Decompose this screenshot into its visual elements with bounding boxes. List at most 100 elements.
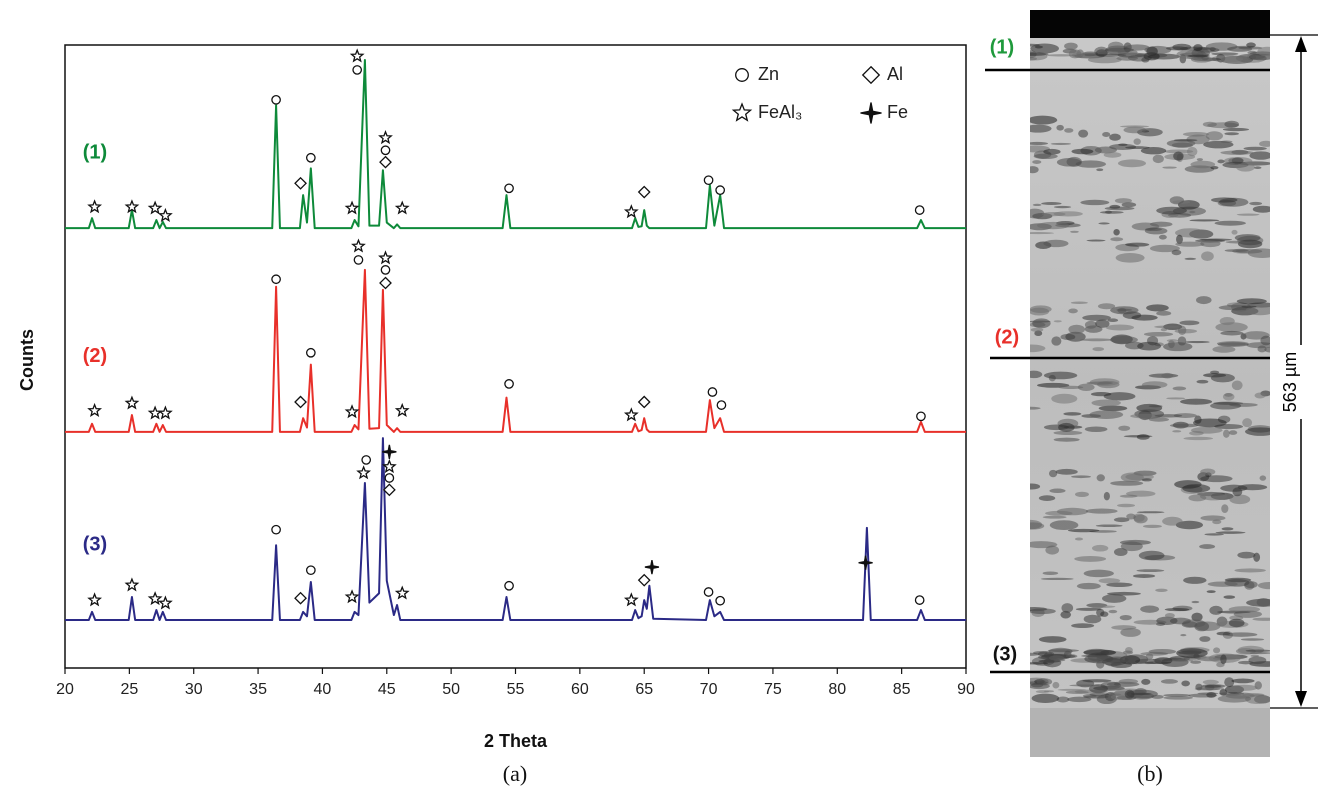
symbol-cross (860, 102, 882, 124)
texture-speck (1151, 694, 1164, 699)
texture-speck (1100, 611, 1109, 617)
texture-speck (1222, 127, 1250, 132)
micrograph-panel: 563 µm (1) (2) (3) (985, 10, 1318, 757)
texture-speck (1148, 405, 1163, 408)
symbol-star (124, 199, 140, 214)
texture-speck (1166, 397, 1186, 400)
texture-speck (1068, 49, 1082, 59)
texture-speck (1051, 393, 1078, 404)
texture-speck (1247, 50, 1257, 55)
symbol-star (157, 207, 173, 223)
texture-speck (1110, 237, 1124, 242)
symbol-circle (353, 255, 364, 265)
texture-speck (1236, 162, 1255, 172)
arrow-head (1295, 36, 1307, 52)
texture-speck (1163, 696, 1194, 700)
texture-speck (1110, 306, 1139, 315)
x-tick-label: 60 (571, 681, 589, 698)
x-tick-label: 20 (56, 681, 74, 698)
texture-speck (1221, 527, 1234, 531)
symbol-circle (914, 595, 925, 605)
texture-speck (1231, 380, 1243, 391)
symbol-cross (858, 555, 873, 570)
symbol-star (147, 405, 163, 420)
texture-speck (1099, 211, 1124, 214)
texture-speck (1210, 373, 1235, 383)
texture-speck (1241, 305, 1257, 308)
texture-speck (1114, 198, 1132, 204)
texture-speck (1045, 510, 1073, 516)
texture-speck (1040, 577, 1074, 581)
texture-speck (1050, 142, 1071, 145)
texture-speck (1176, 234, 1183, 245)
texture-speck (1045, 545, 1060, 555)
texture-speck (1204, 533, 1224, 536)
texture-speck (1212, 519, 1222, 525)
x-tick-label: 65 (635, 681, 653, 698)
texture-speck (1032, 160, 1042, 164)
symbol-star (623, 407, 639, 422)
texture-speck (1105, 656, 1129, 664)
texture-speck (1030, 320, 1051, 323)
texture-speck (1032, 203, 1042, 207)
level-label: (3) (993, 643, 1017, 665)
texture-speck (1088, 684, 1108, 694)
symbol-circle (707, 387, 718, 397)
texture-speck (1252, 205, 1270, 213)
texture-speck (1155, 588, 1168, 592)
x-tick-label: 85 (893, 681, 911, 698)
texture-speck (1110, 480, 1144, 486)
texture-speck (1057, 688, 1087, 691)
texture-speck (1110, 694, 1126, 700)
texture-speck (1113, 517, 1130, 523)
symbol-cross (644, 559, 660, 575)
texture-speck (1172, 200, 1191, 204)
texture-speck (1156, 206, 1187, 215)
texture-speck (1186, 146, 1198, 157)
texture-speck (1187, 54, 1210, 58)
symbol-star (87, 592, 103, 607)
panel-caption: (b) (1137, 761, 1163, 786)
xrd-trace (65, 437, 966, 622)
texture-speck (1143, 331, 1174, 337)
texture-speck (1035, 690, 1050, 694)
texture-speck (1108, 41, 1124, 51)
texture-speck (1042, 571, 1059, 575)
texture-speck (1215, 322, 1248, 333)
texture-speck (1236, 298, 1267, 305)
texture-speck (1060, 610, 1072, 619)
texture-speck (1136, 569, 1165, 573)
texture-speck (1196, 296, 1212, 305)
texture-speck (1228, 430, 1238, 435)
texture-speck (1089, 378, 1120, 386)
texture-speck (1096, 474, 1105, 482)
texture-speck (1245, 305, 1270, 316)
legend-label: FeAl₃ (758, 102, 802, 122)
symbol-circle (504, 580, 514, 591)
texture-speck (1119, 614, 1132, 621)
texture-speck (1031, 693, 1060, 703)
symbol-circle (716, 400, 727, 410)
texture-speck (1183, 436, 1214, 441)
series-label: (2) (83, 345, 107, 367)
texture-speck (1111, 625, 1137, 630)
texture-speck (1194, 687, 1221, 691)
texture-speck (1176, 648, 1208, 659)
texture-speck (1037, 221, 1070, 230)
texture-speck (1030, 522, 1045, 530)
texture-speck (1253, 166, 1262, 170)
texture-speck (1182, 484, 1211, 493)
texture-speck (1048, 469, 1058, 478)
texture-speck (1191, 600, 1200, 604)
texture-speck (1103, 392, 1136, 401)
symbol-circle (916, 411, 926, 422)
texture-speck (1074, 556, 1107, 562)
texture-speck (1154, 657, 1173, 665)
texture-speck (1038, 495, 1056, 501)
symbol-circle (504, 379, 514, 389)
legend-label: Fe (887, 102, 908, 122)
texture-speck (1133, 138, 1141, 145)
texture-speck (1257, 581, 1270, 590)
texture-speck (1199, 238, 1233, 241)
x-tick-label: 80 (828, 681, 846, 698)
